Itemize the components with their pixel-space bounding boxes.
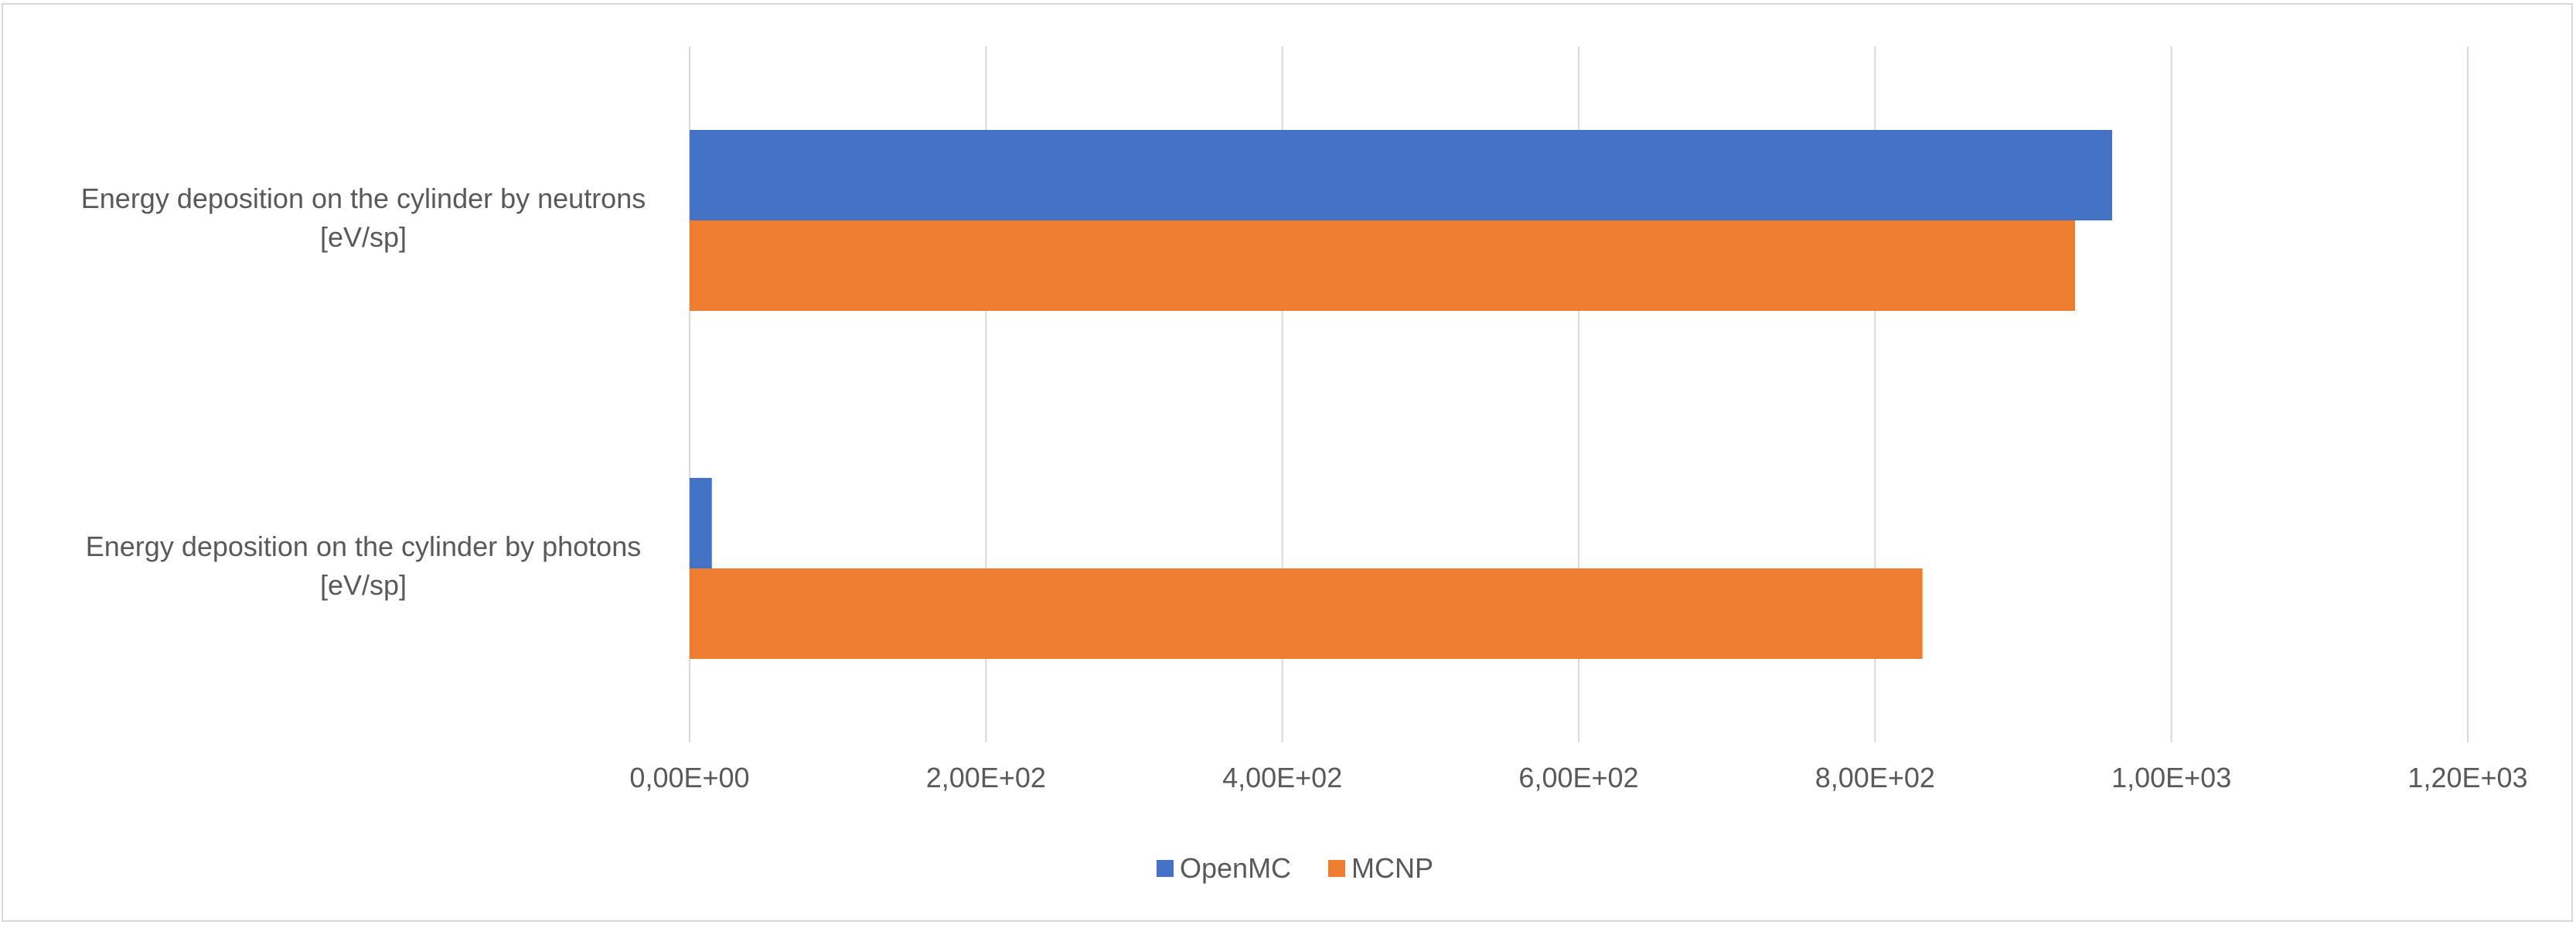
category-label-0-line-0: Energy deposition on the cylinder by neu… [81, 183, 646, 214]
x-tick-label-3: 6,00E+02 [1518, 762, 1638, 793]
category-labels: Energy deposition on the cylinder by neu… [81, 183, 646, 601]
category-label-1: Energy deposition on the cylinder by pho… [86, 531, 641, 601]
category-label-1-line-0: Energy deposition on the cylinder by pho… [86, 531, 641, 562]
x-tick-label-5: 1,00E+03 [2111, 762, 2231, 793]
category-label-1-line-1: [eV/sp] [320, 569, 407, 601]
bars [690, 130, 2112, 659]
x-tick-label-0: 0,00E+00 [629, 762, 749, 793]
category-label-0-line-1: [eV/sp] [320, 221, 407, 253]
category-label-0: Energy deposition on the cylinder by neu… [81, 183, 646, 253]
x-tick-labels: 0,00E+00 2,00E+02 4,00E+02 6,00E+02 8,00E+02… [629, 762, 2527, 793]
x-tick-label-6: 1,20E+03 [2407, 762, 2527, 793]
legend-label-mcnp: MCNP [1351, 852, 1433, 884]
legend: OpenMC MCNP [1157, 852, 1433, 884]
bar-openmc-1 [690, 478, 712, 568]
bar-mcnp-1 [690, 568, 1923, 659]
x-tick-label-1: 2,00E+02 [926, 762, 1046, 793]
legend-swatch-openmc [1157, 860, 1174, 877]
bar-mcnp-0 [690, 220, 2076, 311]
bar-openmc-0 [690, 130, 2112, 220]
legend-label-openmc: OpenMC [1180, 852, 1291, 884]
legend-swatch-mcnp [1328, 860, 1345, 877]
x-tick-label-4: 8,00E+02 [1815, 762, 1935, 793]
x-tick-label-2: 4,00E+02 [1222, 762, 1342, 793]
